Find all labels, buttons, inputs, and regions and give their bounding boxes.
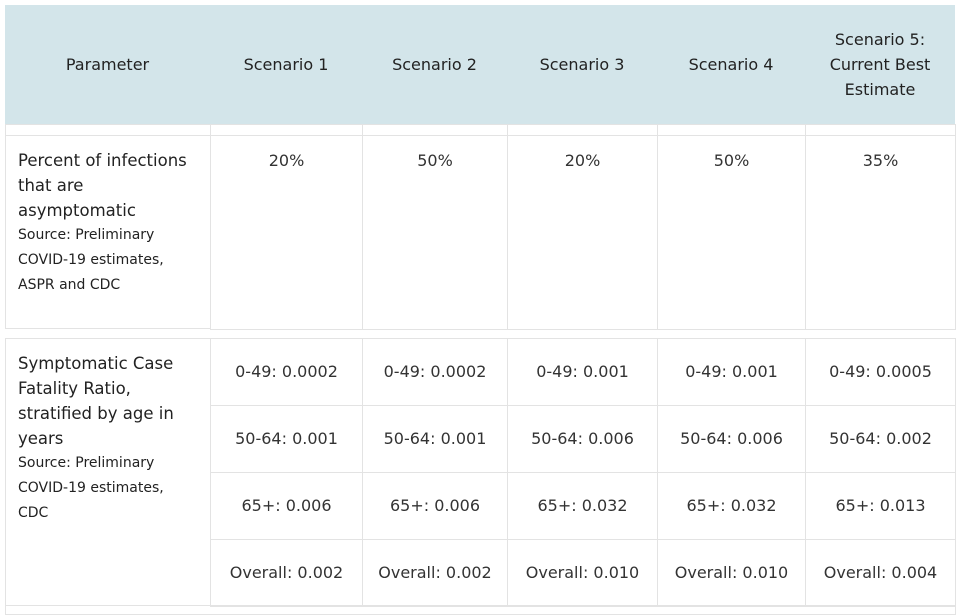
value-text: Overall: 0.010 xyxy=(525,562,640,582)
header-cell: Scenario 1 xyxy=(243,55,329,74)
value-text: 65+: 0.032 xyxy=(686,495,777,515)
header-cell: Scenario 5: Current Best Estimate xyxy=(829,30,931,99)
value-text: 50-64: 0.001 xyxy=(235,428,338,448)
param-text: Percent of infections that are asymptoma… xyxy=(18,148,188,298)
value-text: 0-49: 0.001 xyxy=(685,361,778,381)
header-cell: Scenario 2 xyxy=(392,55,477,74)
header-row xyxy=(5,5,955,124)
value-text: Overall: 0.002 xyxy=(378,562,492,582)
header-cell: Scenario 4 xyxy=(688,55,774,74)
header-cell: Scenario 3 xyxy=(539,55,625,74)
value-cell xyxy=(805,135,956,330)
value-text: 20% xyxy=(564,151,601,170)
value-text: 50-64: 0.006 xyxy=(531,428,634,448)
param-text: Symptomatic Case Fatality Ratio, stratif… xyxy=(18,351,178,526)
value-text: 0-49: 0.0002 xyxy=(235,361,338,381)
value-text: 20% xyxy=(268,151,305,170)
parameter-name: Percent of infections that are asymptoma… xyxy=(18,151,187,220)
value-text: 65+: 0.032 xyxy=(537,495,628,515)
value-cell xyxy=(805,539,956,607)
value-text: 65+: 0.013 xyxy=(835,495,926,515)
parameter-source: Source: Preliminary COVID-19 estimates, … xyxy=(18,455,164,521)
value-text: 35% xyxy=(862,151,899,170)
value-text: 0-49: 0.001 xyxy=(536,361,629,381)
value-text: Overall: 0.004 xyxy=(823,562,938,582)
value-text: Overall: 0.010 xyxy=(674,562,789,582)
value-text: 50-64: 0.001 xyxy=(383,428,487,448)
value-text: 65+: 0.006 xyxy=(389,495,481,515)
value-text: 50% xyxy=(713,151,750,170)
value-text: 0-49: 0.0002 xyxy=(383,361,487,381)
value-text: 50-64: 0.002 xyxy=(829,428,932,448)
value-text: 50-64: 0.006 xyxy=(680,428,783,448)
value-text: Overall: 0.002 xyxy=(229,562,344,582)
value-text: 50% xyxy=(417,151,453,170)
parameter-name: Symptomatic Case Fatality Ratio, stratif… xyxy=(18,354,174,448)
header-cell: Parameter xyxy=(65,55,150,74)
parameter-source: Source: Preliminary COVID-19 estimates, … xyxy=(18,227,164,293)
value-text: 65+: 0.006 xyxy=(241,495,332,515)
value-text: 0-49: 0.0005 xyxy=(829,361,932,381)
cell-border xyxy=(5,605,956,615)
